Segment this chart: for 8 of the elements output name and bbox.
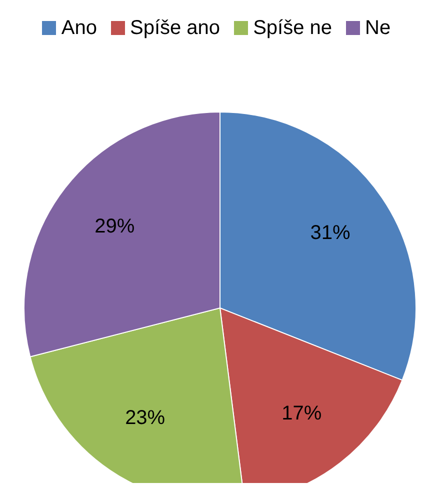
data-label: 29%: [94, 215, 135, 238]
data-label: 17%: [282, 402, 322, 424]
data-label: 31%: [310, 222, 350, 244]
legend-label: Ano: [61, 16, 97, 40]
legend-label: Spíše ano: [130, 16, 220, 40]
data-label: 23%: [125, 407, 166, 430]
legend-label: Spíše ne: [253, 16, 332, 40]
legend-label: Ne: [365, 16, 391, 40]
